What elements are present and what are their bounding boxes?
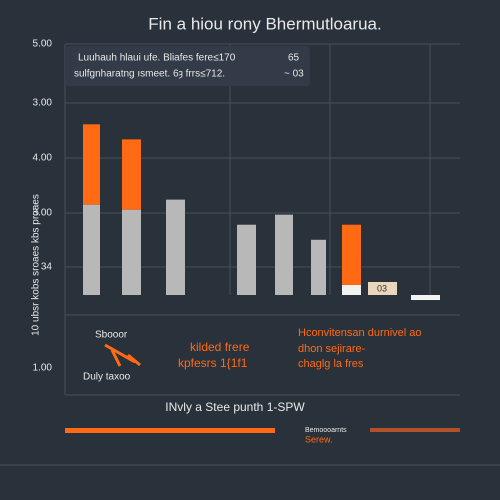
- bar: [311, 239, 326, 295]
- y-axis-label: 3.00: [33, 208, 53, 219]
- bar: [237, 224, 256, 295]
- tooltip-line: Luuhauh hlaui ufe. Bliafes fere≤170: [78, 53, 236, 64]
- panel-text: kpfesrs 1{1f1: [178, 356, 248, 370]
- footer-bar: [370, 428, 460, 432]
- x-axis-title: INvly a Stee punth 1-SPW: [165, 400, 305, 414]
- panel-text: kilded frere: [190, 340, 250, 354]
- footnote: Serew.: [305, 434, 333, 444]
- bar-note: 03: [377, 283, 387, 293]
- bar: [342, 224, 361, 285]
- panel-text: Hconvitensan durnivel ao: [298, 327, 422, 339]
- bar: [411, 295, 440, 301]
- bar: [122, 209, 141, 295]
- icon: [104, 343, 141, 367]
- panel-text: Duly taxoo: [83, 372, 131, 383]
- panel-text: Sbooor: [95, 330, 128, 341]
- bar: [83, 204, 100, 295]
- bar: [166, 199, 185, 295]
- chart-title: Fin a hiou rony Bhermutloarua.: [148, 14, 381, 33]
- y-axis-title: 10 ubsr kobs sroaes kbs proaes: [31, 194, 42, 336]
- panel-text: dhon sejirare-: [298, 343, 366, 355]
- bar: [122, 139, 141, 210]
- bar: [342, 284, 361, 295]
- y-axis-label: 4.00: [33, 153, 53, 164]
- tooltip-box: [65, 46, 310, 86]
- bar-note-box: [368, 282, 397, 295]
- bar: [83, 124, 100, 205]
- footnote: Bemoooarnts: [305, 427, 347, 434]
- y-axis-label: 34: [41, 262, 53, 273]
- footer-bar: [65, 428, 275, 433]
- panel-text: chaglg la fres: [298, 358, 364, 370]
- y-axis-label: 3.00: [33, 98, 53, 109]
- y-axis-label: 1.00: [33, 363, 53, 374]
- tooltip-line: sulfgnharatng ısmeet. 6ȝ frrs≤712.: [74, 69, 225, 80]
- y-axis-label: 5.00: [33, 39, 53, 50]
- tooltip-value: ~ 03: [284, 69, 304, 80]
- tooltip-value: 65: [288, 53, 300, 64]
- bar: [275, 214, 293, 295]
